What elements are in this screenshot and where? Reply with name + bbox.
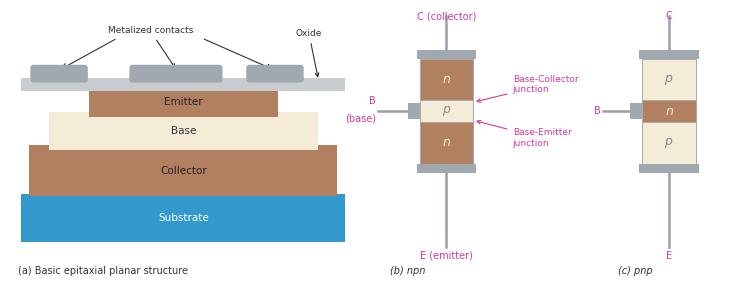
FancyBboxPatch shape (31, 65, 88, 83)
Text: Oxide: Oxide (295, 29, 322, 77)
FancyBboxPatch shape (246, 65, 304, 83)
Text: Base-Emitter
junction: Base-Emitter junction (477, 120, 571, 148)
FancyBboxPatch shape (643, 59, 696, 100)
Text: E: E (666, 251, 672, 261)
Text: Substrate: Substrate (158, 213, 209, 223)
FancyBboxPatch shape (640, 164, 699, 173)
Text: $n$: $n$ (442, 73, 451, 86)
Text: Base-Collector
junction: Base-Collector junction (477, 75, 578, 102)
FancyBboxPatch shape (129, 65, 222, 83)
FancyBboxPatch shape (643, 122, 696, 164)
FancyBboxPatch shape (417, 50, 476, 59)
Text: B: B (370, 96, 376, 106)
Text: C: C (666, 11, 672, 21)
FancyBboxPatch shape (29, 145, 337, 196)
FancyBboxPatch shape (631, 103, 643, 119)
FancyBboxPatch shape (408, 103, 420, 119)
Text: (b) npn: (b) npn (390, 266, 425, 276)
Text: (c) pnp: (c) pnp (618, 266, 652, 276)
FancyBboxPatch shape (643, 100, 696, 122)
Text: C (collector): C (collector) (417, 11, 476, 21)
FancyBboxPatch shape (640, 50, 699, 59)
Text: $n$: $n$ (664, 105, 674, 118)
FancyBboxPatch shape (420, 122, 473, 164)
FancyBboxPatch shape (420, 59, 473, 100)
Text: Emitter: Emitter (164, 97, 203, 107)
Text: Collector: Collector (160, 166, 206, 176)
Text: (base): (base) (345, 113, 376, 123)
FancyBboxPatch shape (417, 164, 476, 173)
FancyBboxPatch shape (49, 112, 318, 150)
Text: $n$: $n$ (442, 137, 451, 150)
Text: $p$: $p$ (664, 136, 674, 150)
FancyBboxPatch shape (420, 100, 473, 122)
Text: B: B (594, 106, 601, 116)
Text: $p$: $p$ (441, 104, 451, 118)
Text: Base: Base (171, 126, 196, 136)
Text: Metalized contacts: Metalized contacts (108, 26, 193, 67)
Text: $p$: $p$ (664, 73, 674, 87)
Text: E (emitter): E (emitter) (420, 251, 473, 261)
FancyBboxPatch shape (89, 87, 278, 117)
FancyBboxPatch shape (22, 194, 346, 242)
FancyBboxPatch shape (22, 78, 346, 91)
Text: (a) Basic epitaxial planar structure: (a) Basic epitaxial planar structure (19, 266, 188, 276)
